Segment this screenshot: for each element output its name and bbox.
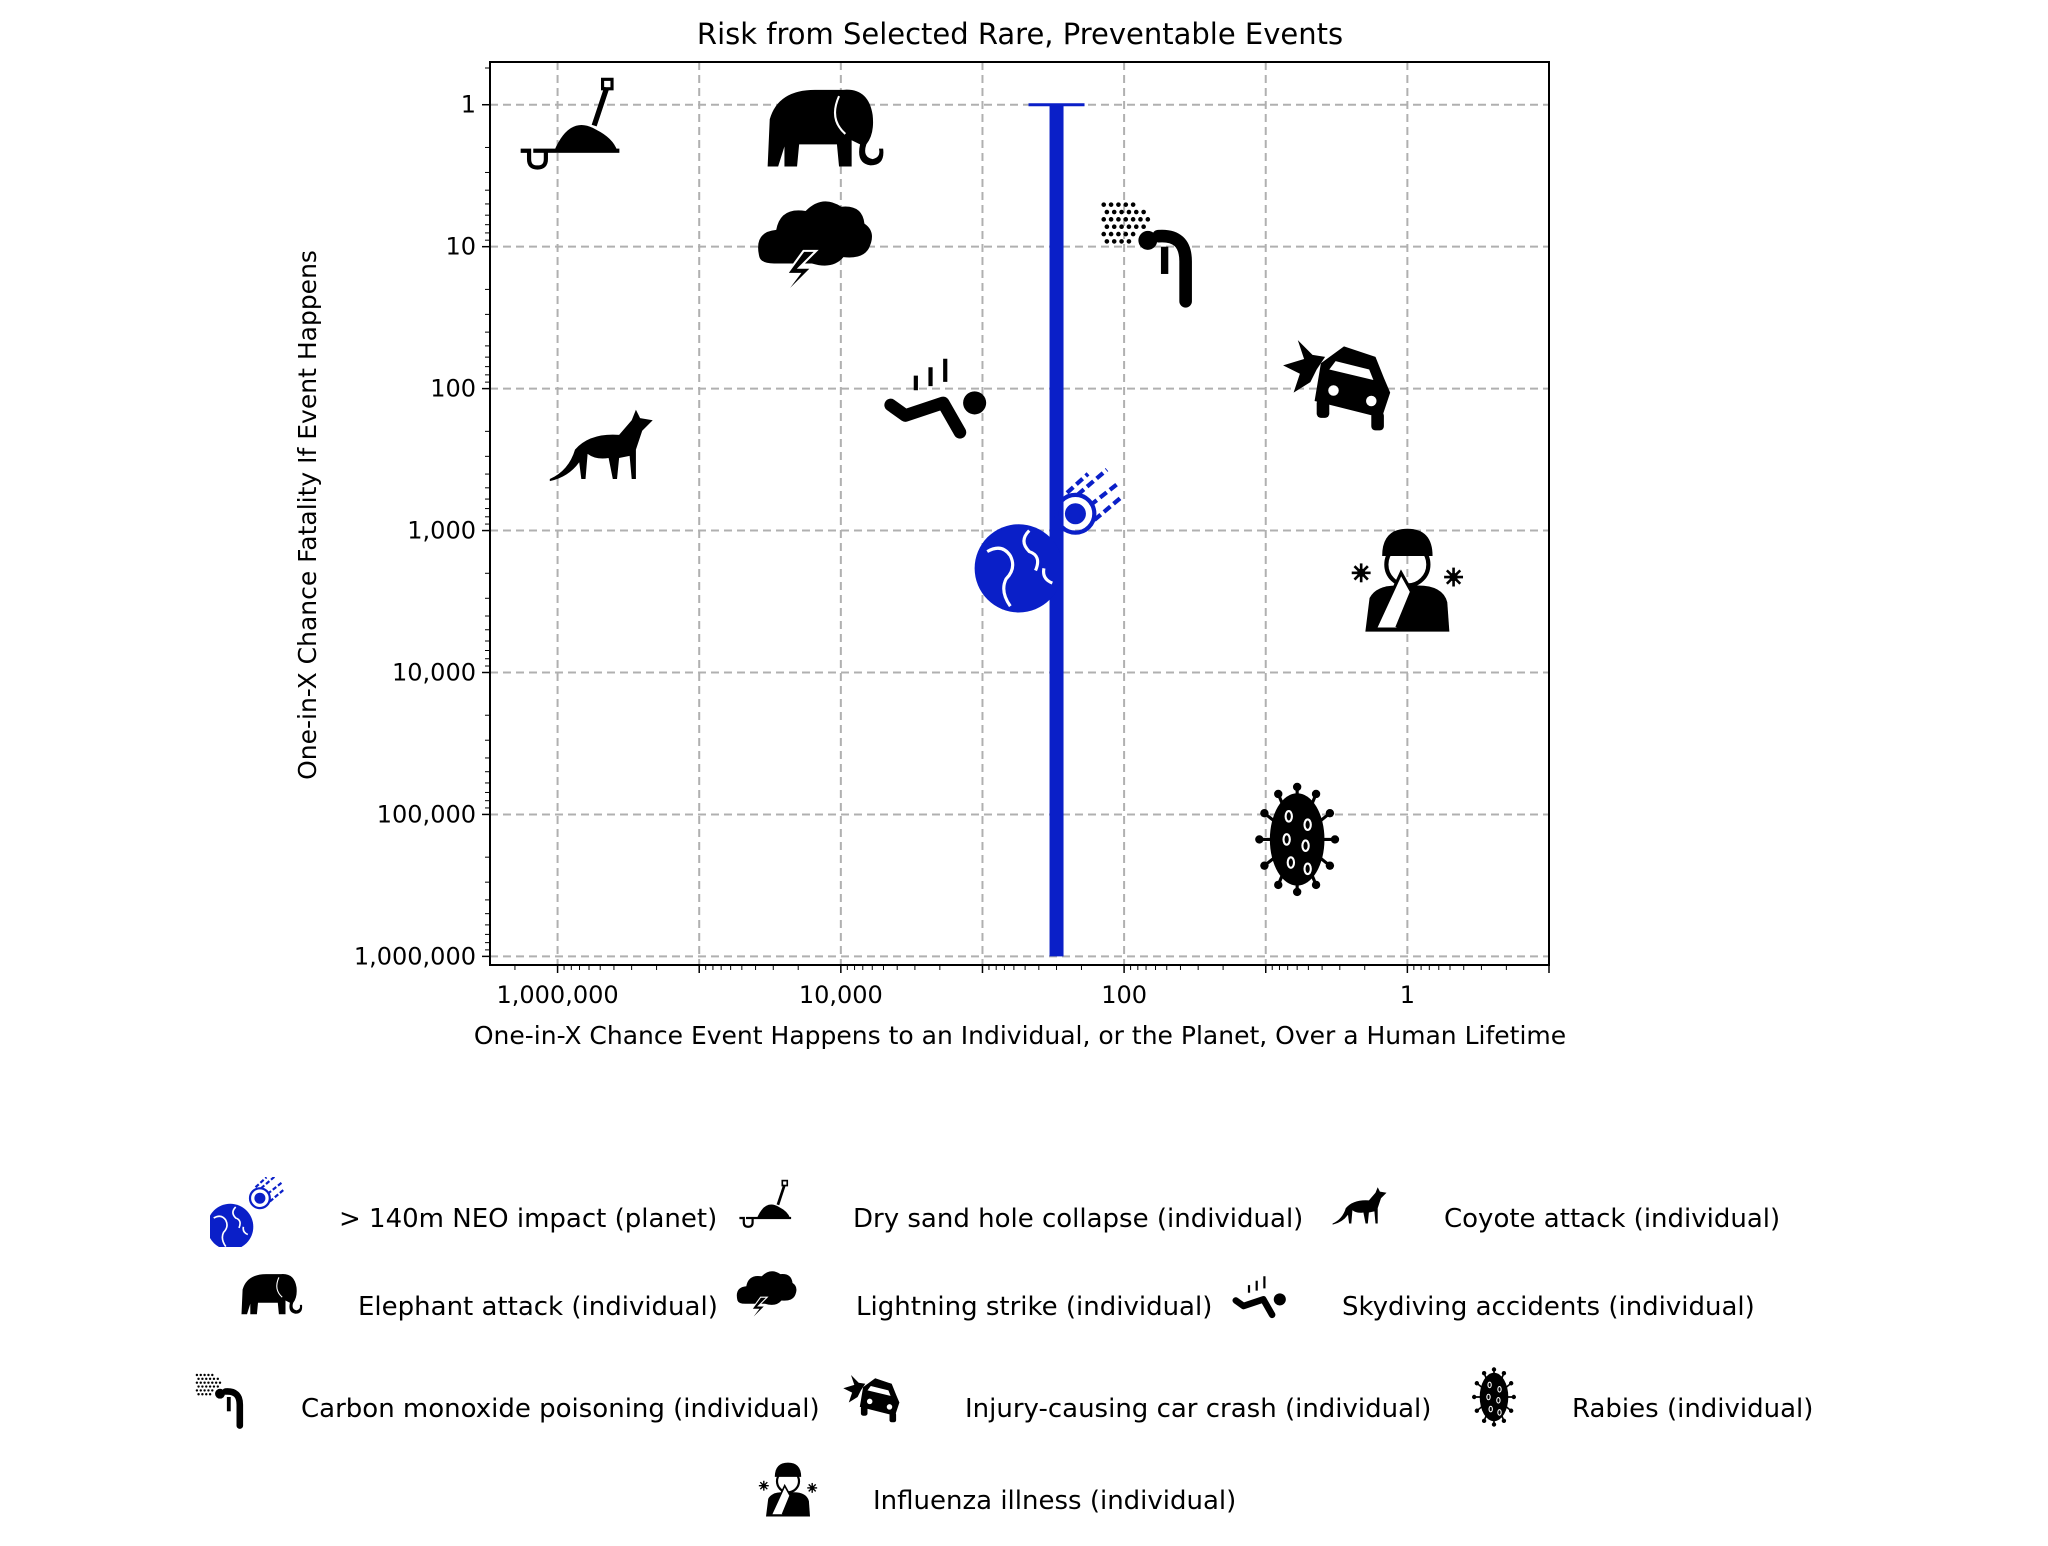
x-tick-label: 1,000,000 [496,981,618,1009]
legend-label: Skydiving accidents (individual) [1342,1292,1755,1322]
data-point [974,103,1123,957]
coyote-icon [549,409,653,482]
sneezing-person-icon [758,1462,818,1517]
legend-icon [241,1274,303,1315]
gas-person-icon [1101,202,1192,308]
x-tick-label: 1 [1400,981,1415,1009]
sand-shovel-icon [739,1179,792,1228]
legend-label: Elephant attack (individual) [358,1292,718,1322]
data-marks [520,77,1464,957]
y-tick-label: 100,000 [377,800,476,828]
legend-label: Lightning strike (individual) [856,1292,1213,1322]
car-crash-icon [843,1375,900,1423]
legend-icon [843,1375,900,1423]
coyote-icon [1332,1187,1387,1225]
grid-lines [490,62,1550,965]
legend-label: Injury-causing car crash (individual) [965,1394,1432,1424]
data-point [1351,528,1464,632]
falling-person-icon [1232,1276,1286,1319]
elephant-icon [241,1274,303,1315]
legend-label: Dry sand hole collapse (individual) [853,1204,1304,1234]
earth-meteor-icon [210,1177,285,1247]
elephant-icon [767,89,884,167]
sneezing-person-icon [1351,528,1464,632]
data-point [549,409,653,482]
legend-icon [195,1373,244,1429]
legend-icon [758,1462,818,1517]
x-axis-label: One-in-X Chance Event Happens to an Indi… [474,1021,1566,1050]
legend-label: Coyote attack (individual) [1444,1204,1781,1234]
y-tick-label: 1,000,000 [354,942,476,970]
y-tick-label: 10,000 [392,658,476,686]
y-axis-label: One-in-X Chance Fatality If Event Happen… [293,250,322,780]
legend-label: > 140m NEO impact (planet) [339,1204,718,1234]
legend-icon [736,1271,797,1323]
legend-icon [739,1179,792,1228]
legend-label: Rabies (individual) [1572,1394,1814,1424]
data-point [1255,782,1340,897]
y-tick-label: 1,000 [407,517,476,545]
earth-meteor-icon [974,468,1123,613]
y-tick-label: 10 [445,233,476,261]
virus-icon [1255,782,1340,897]
legend-label: Carbon monoxide poisoning (individual) [301,1394,820,1424]
sand-shovel-icon [520,77,620,170]
data-point [1101,202,1192,308]
legend-label: Influenza illness (individual) [873,1486,1237,1516]
chart-title: Risk from Selected Rare, Preventable Eve… [697,17,1343,51]
storm-cloud-icon [736,1271,797,1323]
data-point [520,77,620,170]
data-point [758,201,872,300]
gas-person-icon [195,1373,244,1429]
y-tick-label: 1 [461,91,476,119]
legend-icon [1472,1367,1516,1427]
legend-icon [1232,1276,1286,1319]
car-crash-icon [1283,340,1391,431]
storm-cloud-icon [758,201,872,300]
plot-frame [489,61,1550,966]
axes: 1,000,000 10,000 100 1 1 10 100 1,000 10,000 100,… [354,67,1550,1009]
x-tick-label: 10,000 [799,981,883,1009]
virus-icon [1472,1367,1516,1427]
y-tick-label: 100 [430,375,476,403]
data-point [1283,340,1391,431]
data-point [767,89,884,167]
falling-person-icon [884,358,987,439]
legend-icon [210,1177,285,1247]
data-point [884,358,987,439]
x-tick-label: 100 [1101,981,1147,1009]
legend-icon [1332,1187,1387,1225]
